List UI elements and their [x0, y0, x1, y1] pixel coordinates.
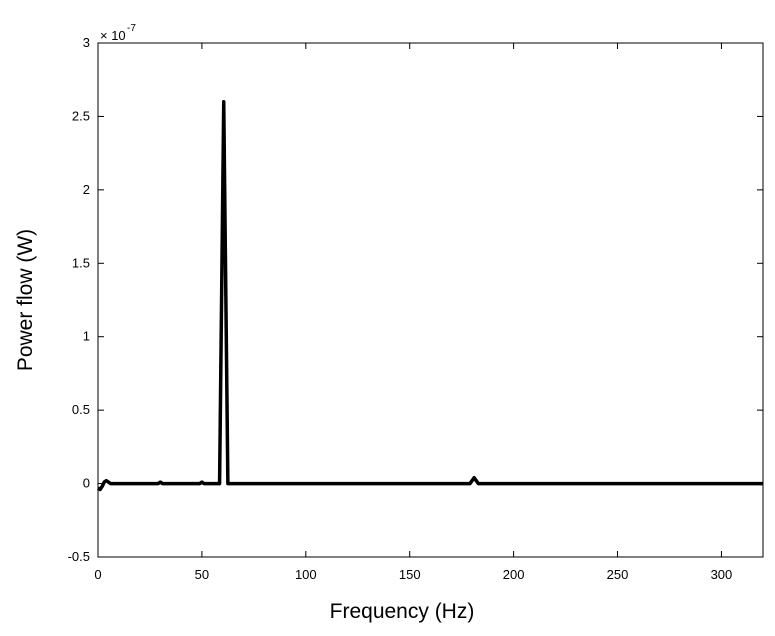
x-tick-label: 200: [503, 567, 525, 582]
y-tick-label: 1: [83, 329, 90, 344]
x-axis-label: Frequency (Hz): [330, 600, 475, 623]
y-scale-base: × 10: [100, 28, 126, 43]
y-tick-label: 0.5: [72, 402, 90, 417]
x-tick-label: 0: [94, 567, 101, 582]
y-tick-label: 2: [83, 182, 90, 197]
line-series: [96, 99, 763, 492]
y-tick-label: 0: [83, 476, 90, 491]
x-tick-label: 100: [295, 567, 317, 582]
y-tick-label: -0.5: [68, 549, 90, 564]
x-tick-label: 50: [195, 567, 209, 582]
y-axis-label: Power flow (W): [14, 229, 37, 371]
x-tick-label: 150: [399, 567, 421, 582]
x-tick-label: 300: [711, 567, 733, 582]
x-tick-label: 250: [607, 567, 629, 582]
plot-frame: [97, 42, 764, 558]
y-tick-label: 3: [83, 35, 90, 50]
y-scale-exponent: -7: [127, 23, 136, 34]
y-tick-label: 2.5: [72, 108, 90, 123]
y-tick-label: 1.5: [72, 255, 90, 270]
